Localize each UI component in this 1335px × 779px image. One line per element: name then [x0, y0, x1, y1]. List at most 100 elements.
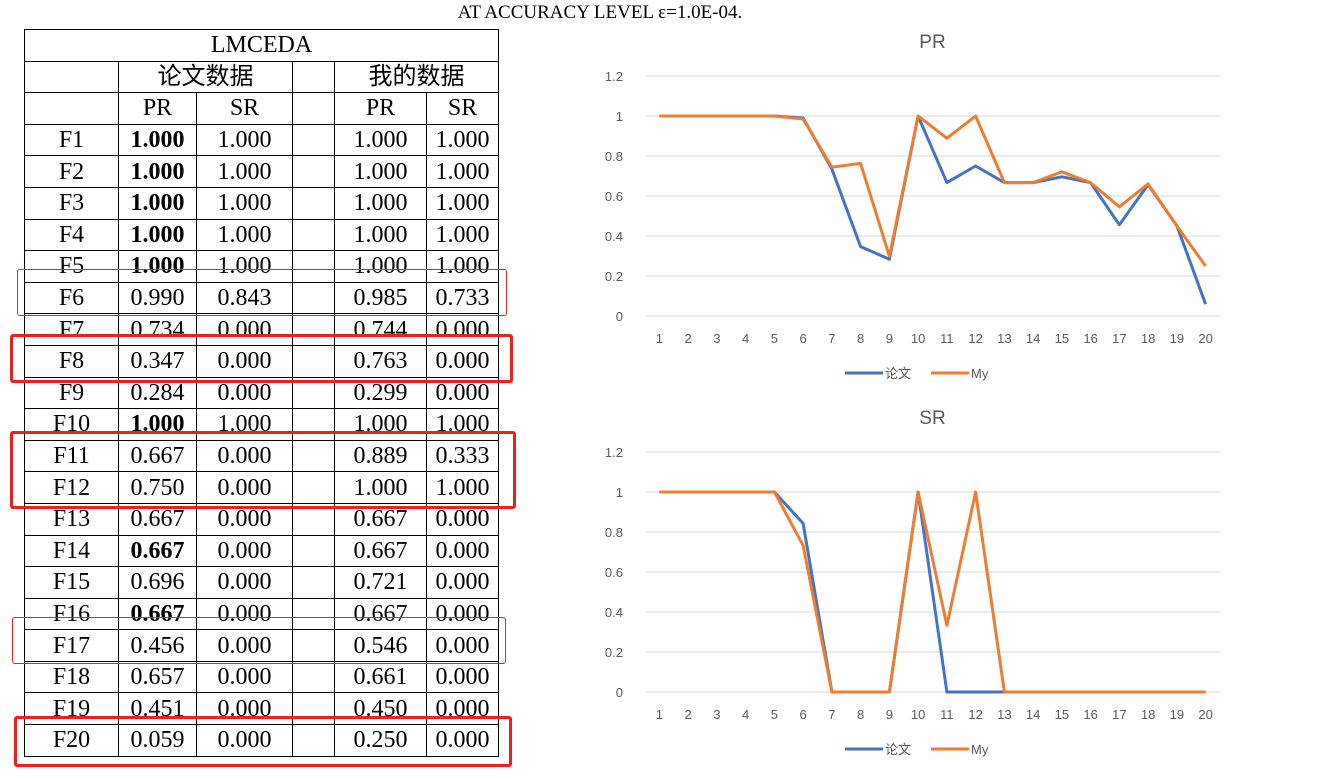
results-table: LMCEDA 论文数据 我的数据 PR SR PR SR F1 1.000 1.00…	[23, 29, 500, 757]
paper-pr-cell: 1.000	[118, 250, 197, 283]
my-sr-cell: 0.000	[425, 502, 500, 536]
x-tick-label: 5	[771, 331, 778, 346]
my-sr-cell: 0.000	[425, 724, 500, 757]
chart-title: PR	[919, 32, 945, 53]
x-tick-label: 9	[886, 331, 893, 346]
my-pr-cell: 0.450	[334, 692, 427, 726]
x-tick-label: 14	[1026, 707, 1040, 722]
table-row: F17 0.456 0.000 0.546 0.000	[24, 629, 500, 662]
y-tick-label: 1	[616, 109, 623, 124]
gap-cell	[292, 692, 335, 726]
gap-cell	[292, 660, 335, 694]
gap-cell	[292, 155, 335, 188]
my-sr-cell: 1.000	[425, 471, 500, 504]
function-name-cell: F13	[24, 502, 119, 536]
paper-sr-cell: 0.000	[196, 692, 293, 726]
y-tick-label: 1.2	[605, 69, 623, 84]
paper-pr-cell: 0.990	[118, 281, 197, 315]
x-tick-label: 6	[800, 707, 807, 722]
x-tick-label: 13	[997, 331, 1011, 346]
legend-label: My	[971, 366, 989, 381]
paper-sr-cell: 0.000	[196, 660, 293, 694]
my-pr-cell: 0.667	[334, 597, 427, 631]
x-tick-label: 16	[1083, 331, 1097, 346]
gap-cell	[292, 123, 335, 157]
gap-cell	[292, 186, 335, 220]
paper-pr-cell: 0.667	[118, 439, 197, 473]
table-row: F18 0.657 0.000 0.661 0.000	[24, 660, 500, 694]
function-name-cell: F11	[24, 439, 119, 473]
gap-cell	[292, 724, 335, 757]
x-tick-label: 7	[828, 331, 835, 346]
table-row: F11 0.667 0.000 0.889 0.333	[24, 439, 500, 473]
my-sr-cell: 0.000	[425, 344, 500, 378]
paper-sr-cell: 1.000	[196, 155, 293, 188]
function-name-cell: F16	[24, 597, 119, 631]
my-pr-cell: 0.667	[334, 534, 427, 568]
table-row: F15 0.696 0.000 0.721 0.000	[24, 566, 500, 599]
x-tick-label: 15	[1055, 331, 1069, 346]
paper-pr-cell: 0.347	[118, 344, 197, 378]
x-tick-label: 20	[1198, 331, 1212, 346]
header-blank	[24, 60, 119, 94]
paper-sr-cell: 0.000	[196, 313, 293, 346]
my-sr-cell: 0.333	[425, 439, 500, 473]
x-tick-label: 1	[656, 331, 663, 346]
table-row: F1 1.000 1.000 1.000 1.000	[24, 123, 500, 157]
function-name-cell: F12	[24, 471, 119, 504]
table-row: F14 0.667 0.000 0.667 0.000	[24, 534, 500, 568]
my-pr-cell: 0.546	[334, 629, 427, 662]
my-pr-cell: 1.000	[334, 155, 427, 188]
x-tick-label: 11	[940, 331, 954, 346]
function-name-cell: F14	[24, 534, 119, 568]
y-tick-label: 0.4	[605, 605, 623, 620]
paper-sr-cell: 0.000	[196, 629, 293, 662]
x-tick-label: 4	[742, 707, 749, 722]
my-sr-cell: 0.000	[425, 566, 500, 599]
x-tick-label: 13	[997, 707, 1011, 722]
y-tick-label: 0.8	[605, 525, 623, 540]
my-pr-cell: 0.250	[334, 724, 427, 757]
paper-pr-cell: 1.000	[118, 186, 197, 220]
gap-cell	[292, 534, 335, 568]
paper-pr-cell: 0.667	[118, 534, 197, 568]
paper-sr-cell: 0.000	[196, 376, 293, 410]
function-name-cell: F5	[24, 250, 119, 283]
x-tick-label: 4	[742, 331, 749, 346]
paper-pr-cell: 1.000	[118, 218, 197, 252]
my-pr-cell: 1.000	[334, 471, 427, 504]
gap-cell	[292, 218, 335, 252]
gap-cell	[292, 408, 335, 441]
paper-pr-cell: 0.750	[118, 471, 197, 504]
paper-sr-cell: 1.000	[196, 186, 293, 220]
function-name-cell: F9	[24, 376, 119, 410]
paper-sr-cell: 0.000	[196, 439, 293, 473]
gap-cell	[292, 629, 335, 662]
my-pr-cell: 0.763	[334, 344, 427, 378]
table-row: F7 0.734 0.000 0.744 0.000	[24, 313, 500, 346]
paper-sr-cell: 0.843	[196, 281, 293, 315]
group-paper-header: 论文数据	[118, 60, 293, 94]
function-name-cell: F8	[24, 344, 119, 378]
gap-cell	[292, 250, 335, 283]
paper-sr-cell: 1.000	[196, 250, 293, 283]
paper-pr-cell: 0.696	[118, 566, 197, 599]
y-tick-label: 0.6	[605, 565, 623, 580]
legend-label: 论文	[885, 366, 911, 381]
col-header-my-pr: PR	[334, 92, 427, 125]
function-name-cell: F6	[24, 281, 119, 315]
function-name-cell: F15	[24, 566, 119, 599]
y-tick-label: 0.2	[605, 269, 623, 284]
function-name-cell: F1	[24, 123, 119, 157]
table-row: F12 0.750 0.000 1.000 1.000	[24, 471, 500, 504]
y-tick-label: 1	[616, 485, 623, 500]
paper-pr-cell: 0.059	[118, 724, 197, 757]
x-tick-label: 10	[911, 707, 925, 722]
my-sr-cell: 0.000	[425, 692, 500, 726]
x-tick-label: 18	[1141, 331, 1155, 346]
my-pr-cell: 1.000	[334, 186, 427, 220]
my-pr-cell: 0.721	[334, 566, 427, 599]
x-tick-label: 10	[911, 331, 925, 346]
series-line-my	[659, 114, 1207, 267]
function-name-cell: F4	[24, 218, 119, 252]
